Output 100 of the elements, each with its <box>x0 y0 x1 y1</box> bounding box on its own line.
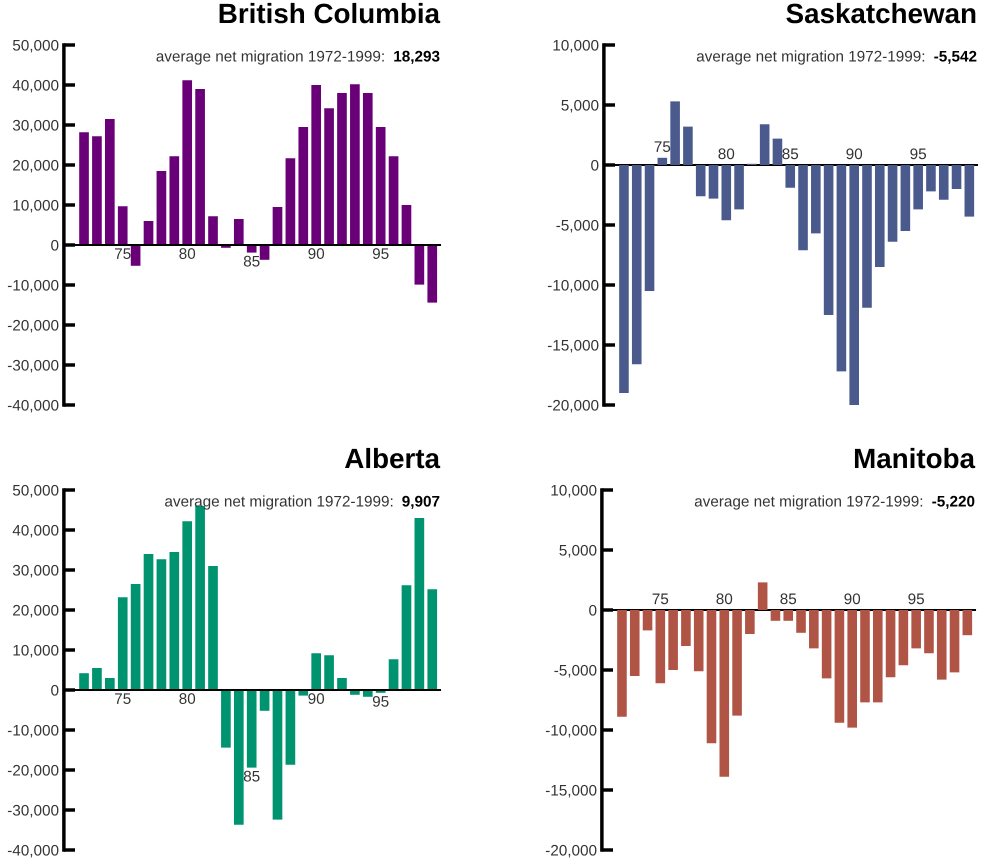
chart-title: Saskatchewan <box>786 2 976 24</box>
bar <box>337 93 347 245</box>
annotation: 18,293 <box>394 50 440 64</box>
x-tick-label: 90 <box>308 693 324 704</box>
bar <box>362 93 373 245</box>
bar <box>964 165 974 217</box>
x-tick-label: 85 <box>782 148 798 160</box>
bar <box>683 126 693 165</box>
y-tick-label: 0 <box>51 240 58 251</box>
bar <box>696 165 706 196</box>
annotation: -5,220 <box>932 496 974 509</box>
bar <box>195 89 205 245</box>
bar <box>324 655 334 690</box>
chart-subtitle: average net migration 1972-1999: <box>156 50 384 65</box>
bar <box>208 566 218 690</box>
y-tick-label: -40,000 <box>8 844 58 858</box>
bar <box>427 245 438 303</box>
bar <box>632 165 642 364</box>
bar <box>182 521 192 690</box>
bar <box>79 132 89 245</box>
bar <box>427 589 438 690</box>
chart-subtitle: average net migration 1972-1999: <box>694 495 922 510</box>
y-tick-label: -5,000 <box>556 220 598 232</box>
bar <box>92 668 102 690</box>
x-tick-label: 95 <box>372 248 389 259</box>
bar <box>644 165 654 291</box>
y-tick-label: -10,000 <box>8 724 58 738</box>
bar <box>658 158 668 165</box>
bar <box>260 245 270 260</box>
bar <box>337 678 347 690</box>
bar <box>311 85 322 245</box>
y-tick-label: 40,000 <box>12 80 58 92</box>
bar <box>785 165 796 188</box>
bar <box>208 216 218 245</box>
y-tick-label: 20,000 <box>13 604 58 618</box>
bar <box>156 559 166 690</box>
bar <box>824 165 834 315</box>
chart-title: Manitoba <box>854 448 976 468</box>
bar <box>760 124 770 165</box>
y-tick-label: 5,000 <box>561 100 598 112</box>
bar <box>79 673 89 690</box>
x-tick-label: 80 <box>179 693 196 704</box>
x-tick-label: 95 <box>910 148 926 160</box>
bar <box>104 678 115 690</box>
bar <box>118 206 128 245</box>
bar <box>169 156 180 245</box>
bar <box>402 205 412 245</box>
y-tick-label: -20,000 <box>8 764 58 778</box>
bar <box>376 127 386 245</box>
x-tick-label: 80 <box>716 593 732 604</box>
x-tick-label: 75 <box>652 594 668 604</box>
bar <box>234 219 244 245</box>
bar <box>862 165 872 308</box>
y-tick-label: -20,000 <box>546 844 596 858</box>
bar <box>169 552 180 690</box>
y-tick-label: 30,000 <box>12 564 58 578</box>
bar <box>324 108 334 245</box>
bar <box>92 136 102 245</box>
annotation: 9,907 <box>402 496 440 509</box>
x-tick-label: 95 <box>372 696 389 707</box>
bar <box>286 158 296 245</box>
bar <box>234 690 244 825</box>
bar <box>286 690 296 765</box>
y-tick-label: 30,000 <box>12 120 58 132</box>
y-tick-label: 0 <box>51 684 58 696</box>
bar <box>849 165 859 405</box>
y-tick-label: 0 <box>591 160 598 171</box>
bar <box>708 165 718 199</box>
chart-subtitle: average net migration 1972-1999: <box>165 495 392 510</box>
y-tick-label: -10,000 <box>8 280 58 292</box>
bar <box>734 165 744 210</box>
bar <box>402 585 412 690</box>
bar <box>938 165 949 200</box>
x-tick-label: 85 <box>244 770 260 782</box>
y-tick-label: -10,000 <box>548 280 598 292</box>
bar <box>350 84 360 245</box>
bar <box>311 653 322 690</box>
x-tick-label: 95 <box>908 593 924 604</box>
x-tick-label: 75 <box>115 248 131 259</box>
bar <box>772 138 782 165</box>
x-tick-label: 90 <box>844 593 860 604</box>
y-tick-label: -30,000 <box>8 360 58 372</box>
y-tick-label: 10,000 <box>553 40 598 52</box>
bar <box>144 554 154 690</box>
y-tick-label: 10,000 <box>13 644 58 658</box>
y-tick-label: 40,000 <box>12 524 58 538</box>
x-tick-label: 75 <box>115 693 131 704</box>
bar <box>670 101 680 165</box>
bar <box>221 690 231 748</box>
y-tick-label: -20,000 <box>548 400 598 412</box>
bar <box>721 165 732 220</box>
bar <box>272 690 282 820</box>
bar <box>272 207 282 245</box>
y-tick-label: 5,000 <box>559 544 596 558</box>
y-tick-label: 50,000 <box>12 484 58 498</box>
x-tick-label: 90 <box>308 248 324 259</box>
bar <box>414 518 424 690</box>
bar <box>811 165 821 234</box>
y-tick-label: -20,000 <box>8 320 58 332</box>
bar <box>144 221 154 245</box>
